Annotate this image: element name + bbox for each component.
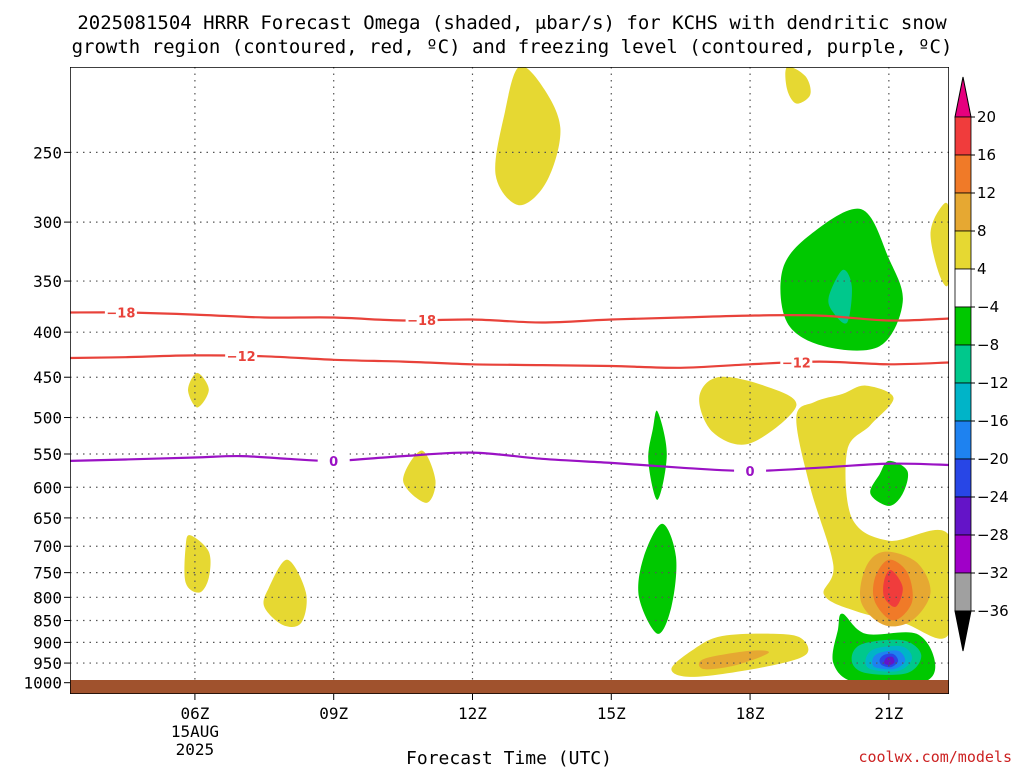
- colorbar-label-7: −12: [977, 374, 1009, 392]
- contour-label-bg-0-1: [405, 312, 438, 329]
- colorbar-label-4: 4: [977, 260, 987, 278]
- credit-text[interactable]: coolwx.com/models: [858, 748, 1012, 766]
- colorbar-bin-5: [954, 306, 972, 346]
- ground-surface: [70, 680, 949, 694]
- y-tick-label-250: 250: [33, 143, 62, 162]
- colorbar-label-3: 8: [977, 222, 987, 240]
- x-tick-label-09Z: 09Z: [319, 704, 348, 723]
- colorbar-bin-12: [954, 572, 972, 612]
- contour-label-bg-2-0: [317, 452, 350, 469]
- colorbar-label-13: −36: [977, 602, 1009, 620]
- omega-region-7: [699, 376, 797, 445]
- colorbar-label-11: −28: [977, 526, 1009, 544]
- contour-label-0-1: −18: [407, 314, 436, 329]
- colorbar-bin-1: [954, 154, 972, 194]
- omega-region-5: [184, 535, 211, 593]
- colorbar-bin-7: [954, 382, 972, 422]
- contour-label-bg-1-0: [225, 347, 258, 364]
- colorbar-bin-9: [954, 458, 972, 498]
- contour-label-2-0: 0: [329, 455, 338, 470]
- y-tick-label-400: 400: [33, 323, 62, 342]
- omega-region-24: [884, 656, 895, 666]
- omega-region-0: [495, 67, 561, 206]
- colorbar-bin-0: [954, 116, 972, 156]
- y-tick-label-450: 450: [33, 368, 62, 387]
- contour-label-bg-1-1: [780, 354, 813, 371]
- y-tick-label-650: 650: [33, 509, 62, 528]
- colorbar-bin-2: [954, 192, 972, 232]
- omega-shading-layer: [184, 67, 949, 686]
- colorbar-label-1: 16: [977, 146, 996, 164]
- y-axis: 250 300 350 400 450 500 550 600 650 700 750 800 850 9…: [23, 143, 70, 693]
- contour-layer: −18 −18 −12 −12 0 0: [70, 304, 949, 480]
- omega-region-1: [785, 67, 811, 104]
- contour-line-dendritic-0: [70, 311, 949, 324]
- omega-region-19: [828, 269, 852, 324]
- y-tick-label-500: 500: [33, 409, 62, 428]
- omega-region-2: [930, 202, 949, 287]
- colorbar-bottom-arrow: [954, 610, 972, 652]
- y-tick-label-550: 550: [33, 445, 62, 464]
- contour-label-1-1: −12: [782, 356, 811, 371]
- colorbar-label-0: 20: [977, 108, 996, 126]
- y-tick-label-850: 850: [33, 612, 62, 631]
- contour-label-1-0: −12: [227, 350, 256, 365]
- colorbar-top-arrow: [954, 76, 972, 118]
- contour-label-bg-2-1: [734, 462, 767, 479]
- y-tick-label-1000: 1000: [23, 674, 62, 693]
- y-tick-label-900: 900: [33, 633, 62, 652]
- y-tick-label-700: 700: [33, 537, 62, 556]
- omega-region-13: [883, 569, 903, 608]
- y-tick-label-600: 600: [33, 478, 62, 497]
- contour-label-bg-0-0: [104, 304, 137, 321]
- x-tick-date: 15AUG: [171, 722, 219, 741]
- colorbar-label-9: −20: [977, 450, 1009, 468]
- x-tick-year: 2025: [176, 740, 215, 759]
- x-axis-title: Forecast Time (UTC): [406, 748, 612, 768]
- chart-title-line-2: growth region (contoured, red, ºC) and f…: [72, 36, 953, 58]
- contour-line-freezing-2: [70, 451, 949, 473]
- x-tick-label-15Z: 15Z: [597, 704, 626, 723]
- omega-region-3: [188, 372, 209, 408]
- y-tick-label-750: 750: [33, 564, 62, 583]
- y-tick-label-950: 950: [33, 654, 62, 673]
- colorbar-bin-8: [954, 420, 972, 460]
- colorbar-label-12: −32: [977, 564, 1009, 582]
- omega-region-15: [648, 410, 667, 500]
- colorbar-bin-4: [954, 268, 972, 308]
- grid-layer: [70, 67, 949, 694]
- omega-region-4: [403, 450, 436, 503]
- omega-region-6: [263, 559, 307, 627]
- colorbar-label-6: −8: [977, 336, 999, 354]
- colorbar-bin-6: [954, 344, 972, 384]
- colorbar-label-5: −4: [977, 298, 999, 316]
- omega-region-17: [638, 523, 677, 634]
- contour-label-2-1: 0: [746, 465, 755, 480]
- y-tick-label-300: 300: [33, 213, 62, 232]
- x-tick-label-21Z: 21Z: [874, 704, 903, 723]
- chart-title-line-1: 2025081504 HRRR Forecast Omega (shaded, …: [77, 12, 947, 34]
- contour-label-0-0: −18: [106, 307, 135, 322]
- omega-region-11: [698, 650, 769, 670]
- plot-area: −18 −18 −12 −12 0 0: [70, 67, 949, 694]
- colorbar-bin-10: [954, 496, 972, 536]
- colorbar-label-8: −16: [977, 412, 1009, 430]
- colorbar-label-2: 12: [977, 184, 996, 202]
- colorbar: 20 16 12 8 4 −4 −8 −12 −16 −20 −24 −28 −32 −36: [954, 76, 1009, 652]
- x-tick-label-06Z: 06Z: [180, 704, 209, 723]
- colorbar-label-10: −24: [977, 488, 1009, 506]
- x-tick-label-12Z: 12Z: [458, 704, 487, 723]
- y-tick-label-800: 800: [33, 588, 62, 607]
- y-tick-label-350: 350: [33, 272, 62, 291]
- x-tick-label-18Z: 18Z: [736, 704, 765, 723]
- colorbar-bin-11: [954, 534, 972, 574]
- colorbar-bin-3: [954, 230, 972, 270]
